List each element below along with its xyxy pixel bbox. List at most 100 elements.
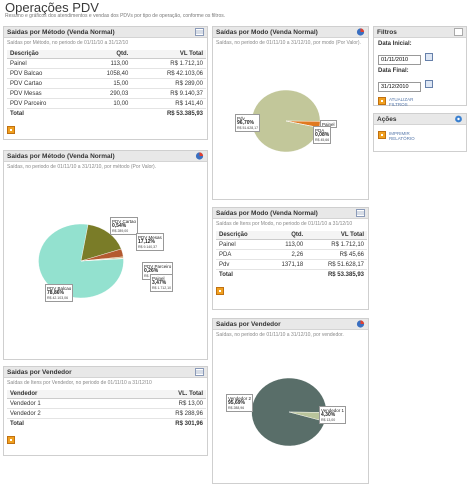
panel-title: Ações [377,116,397,123]
calendar-icon[interactable] [425,52,434,61]
label-pct: 4,30% [321,411,336,418]
calendar-icon[interactable] [425,79,434,88]
metodo-table: Descrição Qtd. VL Total Painel 113,00 R$ 1… [7,50,206,119]
cell: PDA [216,249,267,260]
label-pct: 96,70% [237,119,254,126]
panel-description: Saídas, no periodo de 01/11/10 a 31/12/1… [7,164,157,170]
table-icon[interactable] [195,28,204,36]
label-val: R$ 13,00 [321,417,336,422]
table-row: Pdv 1371,18 R$ 51.628,17 [216,259,367,270]
label-name: Painel [152,275,165,281]
panel-title: Saidas por Vendedor [216,321,281,328]
table-row: PDV Parceiro 10,00 R$ 141,40 [7,98,206,109]
modo-table-panel: Saídas por Modo (Venda Normal) Saídas de… [212,207,369,310]
panel-header: Saidas por Vendedor [4,367,207,378]
label-pct: 0,08% [315,131,330,138]
label-val: R$ 289,00 [112,228,129,233]
pie-chart-icon[interactable] [356,320,365,328]
total-row: Total R$ 53.385,93 [216,270,367,280]
panel-title: Saídas por Modo (Venda Normal) [216,29,318,36]
pie-label-cartao: PDV Cartao 0,54% R$ 289,00 [110,217,139,235]
cell: R$ 1.712,10 [306,239,367,250]
cell: Vendedor 2 [7,408,111,419]
label-name: PDV Mesas [138,234,162,240]
cell: R$ 51.628,17 [306,259,367,270]
atualizar-filtros-label: ATUALIZAR FILTROS [389,97,414,107]
panel-description: Saídas, no periodo de 01/11/10 a 31/12/1… [216,40,361,46]
panel-title: Saidas por Vendedor [7,369,72,376]
table-row: PDV Mesas 290,03 R$ 9.140,37 [7,88,206,99]
page-subtitle: Resumo e gráficos dos atendimentos e ven… [5,13,226,19]
label-pct: 3,47% [152,279,167,286]
total-label: Total [10,420,24,427]
pie-label-painel: Painel 3,47% R$ 1.712,10 [150,274,174,292]
label-val: R$ 288,96 [228,405,245,410]
pie-chart-icon[interactable] [356,28,365,36]
col-header: VL Total [131,50,206,59]
cell: 113,00 [82,58,132,69]
col-header: Qtd. [266,231,307,240]
filter-icon[interactable] [454,28,463,36]
metodo-chart-panel: Saidas por Método (Venda Normal) Saídas,… [3,150,208,360]
cell: 2,26 [266,249,307,260]
cell: R$ 289,00 [131,78,206,89]
cell: PDV Parceiro [7,98,83,109]
gear-icon[interactable] [454,115,463,123]
cell: Pdv [216,259,267,270]
cell: R$ 42.103,06 [131,68,206,79]
pie-chart-icon[interactable] [195,152,204,160]
acoes-panel: Ações IMPRIMIR RELATÓRIO [373,113,467,152]
cell: PDV Mesas [7,88,83,99]
label-pct: 17,12% [138,238,155,245]
export-icon[interactable] [216,286,224,295]
data-final-label: Data Final: [378,68,409,74]
label-name: PDV Parceiro [144,263,172,269]
vendedor-table-panel: Saidas por Vendedor Saídas de Itens por … [3,366,208,456]
filtros-panel: Filtros Data Inicial: Data Final: ATUALI… [373,26,467,107]
imprimir-relatorio-button[interactable]: IMPRIMIR RELATÓRIO [374,125,466,147]
table-icon[interactable] [356,209,365,217]
table-row: PDA 2,26 R$ 45,66 [216,249,367,260]
table-row: Vendedor 2 R$ 288,96 [7,408,206,419]
col-header: Descrição [7,50,83,59]
label-pct: 0,54% [112,222,127,229]
label-val: R$ 51.628,17 [237,125,259,130]
label-name: Painel [322,121,335,127]
cell: R$ 1.712,10 [131,58,206,69]
cell: 1058,40 [82,68,132,79]
cell: R$ 9.140,37 [131,88,206,99]
table-row: Painel 113,00 R$ 1.712,10 [7,58,206,69]
atualizar-filtros-button[interactable]: ATUALIZAR FILTROS [378,97,462,107]
total-value: R$ 53.385,93 [327,271,364,278]
data-inicial-input[interactable] [378,55,421,65]
col-header: VL. Total [110,390,206,399]
data-inicial-label: Data Inicial: [378,41,412,47]
export-icon[interactable] [7,125,15,134]
label-pct: 78,86% [47,289,64,296]
cell: 15,00 [82,78,132,89]
panel-header: Ações [374,114,466,125]
table-row: Painel 113,00 R$ 1.712,10 [216,239,367,250]
col-header: Descrição [216,231,267,240]
data-final-input[interactable] [378,82,421,92]
cell: Vendedor 1 [7,398,111,409]
table-icon[interactable] [195,368,204,376]
panel-header: Saidas por Método (Venda Normal) [4,151,207,162]
pie-label-mesas: PDV Mesas 17,12% R$ 9.140,37 [136,233,164,251]
label-val: R$ 45,66 [315,137,330,142]
table-row: Vendedor 1 R$ 13,00 [7,398,206,409]
cell: Painel [216,239,267,250]
export-icon[interactable] [7,435,15,444]
label-val: R$ 42.103,06 [47,295,69,300]
col-header: Vendedor [7,390,111,399]
label-val: R$ 1.712,10 [152,285,172,290]
page-title: Operações PDV [5,0,99,15]
label-name: Pdv [237,115,245,121]
total-row: Total R$ 53.385,93 [7,109,206,119]
cell: Painel [7,58,83,69]
table-row: PDV Cartao 15,00 R$ 289,00 [7,78,206,89]
cell: R$ 141,40 [131,98,206,109]
vendedor-table: Vendedor VL. Total Vendedor 1 R$ 13,00 Ve… [7,390,206,429]
panel-title: Saidas por Método (Venda Normal) [7,153,115,160]
total-row: Total R$ 301,96 [7,419,206,429]
